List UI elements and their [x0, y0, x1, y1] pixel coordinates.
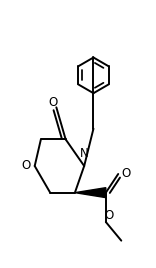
Text: O: O: [104, 209, 114, 222]
Text: N: N: [80, 147, 89, 161]
Text: O: O: [49, 96, 58, 109]
Text: O: O: [121, 168, 131, 180]
Text: O: O: [22, 159, 31, 173]
Polygon shape: [75, 188, 106, 198]
